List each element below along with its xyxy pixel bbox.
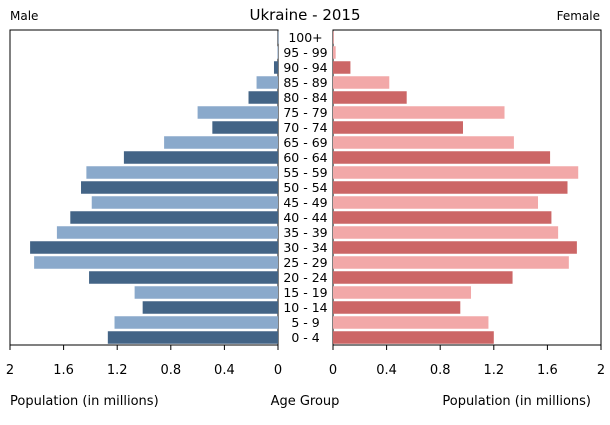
female-x-tick-label: 1.2 bbox=[483, 363, 504, 378]
age-group-label: 0 - 4 bbox=[291, 330, 319, 345]
male-bar bbox=[70, 211, 278, 224]
male-bar bbox=[142, 301, 278, 314]
female-bar bbox=[333, 316, 489, 329]
female-label: Female bbox=[557, 9, 600, 23]
female-bar bbox=[333, 181, 568, 194]
age-group-label: 10 - 14 bbox=[283, 300, 327, 315]
male-bar bbox=[34, 256, 279, 269]
female-x-tick-label: 0.8 bbox=[430, 363, 451, 378]
male-x-axis-label: Population (in millions) bbox=[10, 394, 159, 409]
male-x-tick-label: 0.8 bbox=[160, 363, 181, 378]
male-x-tick-label: 1.2 bbox=[107, 363, 128, 378]
female-x-tick-label: 0 bbox=[329, 363, 337, 378]
female-bar bbox=[333, 256, 569, 269]
female-x-tick-label: 2 bbox=[597, 363, 605, 378]
age-group-label: 60 - 64 bbox=[283, 150, 327, 165]
female-bar bbox=[333, 76, 390, 89]
male-bar bbox=[91, 196, 279, 209]
female-bar bbox=[333, 151, 551, 164]
male-x-axis-ticks: 2 1.6 1.2 0.8 0.4 0 bbox=[6, 345, 282, 378]
male-bar bbox=[56, 226, 279, 239]
age-group-label: 85 - 89 bbox=[283, 75, 327, 90]
male-bar bbox=[248, 91, 278, 104]
male-bar bbox=[86, 166, 278, 179]
age-group-label: 80 - 84 bbox=[283, 90, 327, 105]
age-group-label: 75 - 79 bbox=[283, 105, 327, 120]
male-bar bbox=[30, 241, 278, 254]
male-bar bbox=[107, 331, 278, 344]
female-bar bbox=[333, 271, 513, 284]
male-bar bbox=[89, 271, 278, 284]
female-bar bbox=[333, 211, 552, 224]
male-bar bbox=[123, 151, 279, 164]
female-bar bbox=[333, 136, 514, 149]
age-group-label: 90 - 94 bbox=[283, 60, 327, 75]
male-x-tick-label: 0.4 bbox=[214, 363, 235, 378]
male-bar bbox=[277, 31, 279, 44]
age-group-label: 15 - 19 bbox=[283, 285, 327, 300]
age-group-label: 30 - 34 bbox=[283, 240, 327, 255]
female-bar bbox=[333, 331, 494, 344]
age-group-label: 40 - 44 bbox=[283, 210, 327, 225]
male-x-tick-label: 1.6 bbox=[53, 363, 74, 378]
female-bar bbox=[333, 301, 461, 314]
female-bar bbox=[333, 91, 407, 104]
age-group-label: 100+ bbox=[288, 30, 322, 45]
female-bar bbox=[333, 166, 579, 179]
female-x-tick-label: 1.6 bbox=[537, 363, 558, 378]
female-x-tick-label: 0.4 bbox=[376, 363, 397, 378]
age-group-label: 95 - 99 bbox=[283, 45, 327, 60]
age-group-label: 70 - 74 bbox=[283, 120, 327, 135]
age-group-axis-label: Age Group bbox=[271, 394, 340, 409]
male-bar bbox=[256, 76, 278, 89]
female-bar bbox=[333, 286, 472, 299]
female-bar bbox=[333, 226, 559, 239]
age-group-label: 5 - 9 bbox=[291, 315, 319, 330]
male-label: Male bbox=[10, 9, 38, 23]
age-group-label: 55 - 59 bbox=[283, 165, 327, 180]
age-group-label: 45 - 49 bbox=[283, 195, 327, 210]
male-x-tick-label: 0 bbox=[274, 363, 282, 378]
male-bar bbox=[81, 181, 279, 194]
chart-title: Ukraine - 2015 bbox=[249, 6, 360, 24]
male-bar bbox=[164, 136, 278, 149]
female-bar bbox=[333, 121, 463, 134]
female-bar bbox=[333, 106, 505, 119]
age-group-label: 20 - 24 bbox=[283, 270, 327, 285]
male-bar bbox=[114, 316, 279, 329]
female-bar bbox=[333, 241, 577, 254]
age-group-label: 25 - 29 bbox=[283, 255, 327, 270]
female-bar bbox=[333, 46, 336, 59]
male-bar bbox=[273, 61, 278, 74]
female-x-axis-ticks: 0 0.4 0.8 1.2 1.6 2 bbox=[329, 345, 605, 378]
female-bar bbox=[333, 196, 539, 209]
female-x-axis-label: Population (in millions) bbox=[442, 394, 591, 409]
male-bar bbox=[212, 121, 278, 134]
age-group-label: 50 - 54 bbox=[283, 180, 327, 195]
female-bar bbox=[333, 31, 334, 44]
male-bar bbox=[197, 106, 278, 119]
female-bar bbox=[333, 61, 351, 74]
male-x-tick-label: 2 bbox=[6, 363, 14, 378]
male-bar bbox=[134, 286, 278, 299]
female-bars bbox=[333, 31, 579, 344]
male-bars bbox=[30, 31, 279, 344]
age-group-label: 35 - 39 bbox=[283, 225, 327, 240]
age-group-label: 65 - 69 bbox=[283, 135, 327, 150]
male-bar bbox=[277, 46, 279, 59]
